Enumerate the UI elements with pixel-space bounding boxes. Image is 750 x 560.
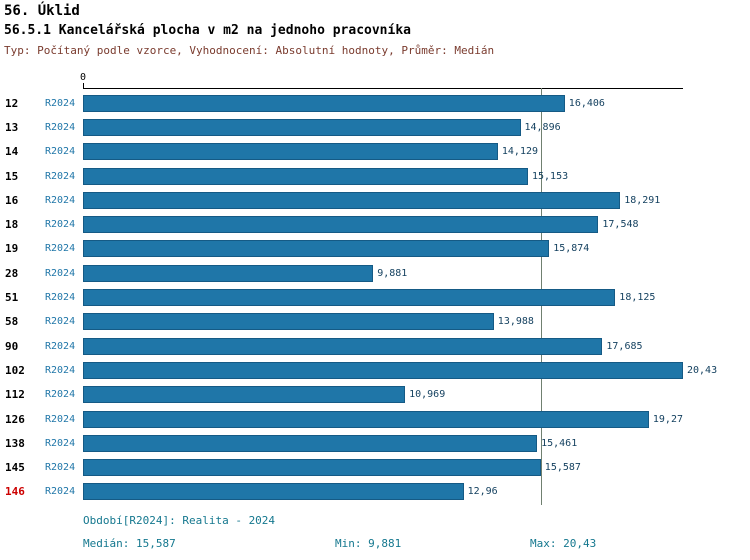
- axis-zero-tick: [83, 83, 84, 88]
- row-id-label: 102: [5, 363, 25, 377]
- chart-row: 58 R2024 13,988: [0, 310, 750, 334]
- chart-row: 14 R2024 14,129: [0, 140, 750, 164]
- series-label: R2024: [45, 170, 76, 182]
- row-id-label: 126: [5, 412, 25, 426]
- chart-row: 51 R2024 18,125: [0, 285, 750, 309]
- footer-min: Min: 9,881: [335, 537, 402, 550]
- chart-row: 15 R2024 15,153: [0, 164, 750, 188]
- series-label: R2024: [45, 486, 76, 498]
- row-id-label: 19: [5, 242, 19, 256]
- page-title: 56. Úklid: [4, 3, 80, 19]
- value-label: 18,125: [619, 292, 656, 304]
- value-bar: [83, 94, 565, 112]
- row-id-label: 90: [5, 339, 19, 353]
- value-bar: [83, 337, 603, 355]
- row-id-label: 28: [5, 266, 19, 280]
- row-id-label: 145: [5, 461, 25, 475]
- chart-row: 102 R2024 20,43: [0, 358, 750, 382]
- value-label: 18,291: [624, 194, 661, 206]
- value-label: 16,406: [568, 97, 605, 109]
- row-id-label: 58: [5, 315, 19, 329]
- series-label: R2024: [45, 194, 76, 206]
- chart-row: 19 R2024 15,874: [0, 237, 750, 261]
- series-label: R2024: [45, 462, 76, 474]
- value-bar: [83, 240, 550, 258]
- value-bar: [83, 118, 521, 136]
- series-label: R2024: [45, 219, 76, 231]
- value-label: 15,587: [544, 462, 581, 474]
- axis-zero-label: 0: [79, 72, 87, 83]
- series-label: R2024: [45, 146, 76, 158]
- value-label: 10,969: [409, 389, 446, 401]
- chart-row: 112 R2024 10,969: [0, 383, 750, 407]
- row-id-label: 138: [5, 436, 25, 450]
- series-label: R2024: [45, 267, 76, 279]
- chart-row: 146 R2024 12,96: [0, 480, 750, 504]
- value-label: 17,548: [602, 219, 639, 231]
- row-id-label: 14: [5, 145, 19, 159]
- footer-period: Období[R2024]: Realita - 2024: [83, 514, 276, 527]
- value-bar: [83, 410, 649, 428]
- chart-meta-line: Typ: Počítaný podle vzorce, Vyhodnocení:…: [4, 44, 495, 57]
- row-id-label: 112: [5, 388, 25, 402]
- value-bar: [83, 386, 406, 404]
- chart-row: 18 R2024 17,548: [0, 212, 750, 236]
- value-bar: [83, 143, 498, 161]
- value-label: 14,896: [524, 121, 561, 133]
- value-label: 15,874: [553, 243, 590, 255]
- row-id-label: 146: [5, 485, 25, 499]
- value-label: 12,96: [467, 486, 498, 498]
- value-bar: [83, 313, 494, 331]
- chart-row: 12 R2024 16,406: [0, 91, 750, 115]
- value-label: 13,988: [497, 316, 534, 328]
- row-id-label: 51: [5, 291, 19, 305]
- value-label: 17,685: [606, 340, 643, 352]
- row-id-label: 18: [5, 218, 19, 232]
- series-label: R2024: [45, 364, 76, 376]
- bar-chart-rows: 12 R2024 16,406 13 R2024 14,896 14 R2024 14,129 1…: [0, 91, 750, 504]
- value-label: 15,461: [541, 437, 578, 449]
- series-label: R2024: [45, 389, 76, 401]
- chart-row: 90 R2024 17,685: [0, 334, 750, 358]
- value-bar: [83, 434, 538, 452]
- chart-row: 16 R2024 18,291: [0, 188, 750, 212]
- series-label: R2024: [45, 316, 76, 328]
- value-bar: [83, 459, 541, 477]
- value-label: 20,43: [687, 364, 718, 376]
- value-label: 9,881: [377, 267, 408, 279]
- value-label: 14,129: [501, 146, 539, 158]
- top-axis-line: [83, 88, 683, 89]
- series-label: R2024: [45, 340, 76, 352]
- value-bar: [83, 167, 528, 185]
- value-bar: [83, 483, 464, 501]
- series-label: R2024: [45, 413, 76, 425]
- value-label: 15,153: [532, 170, 569, 182]
- series-label: R2024: [45, 97, 76, 109]
- footer-median: Medián: 15,587: [83, 537, 176, 550]
- chart-subtitle: 56.5.1 Kancelářská plocha v m2 na jednoh…: [4, 23, 411, 38]
- footer-max: Max: 20,43: [530, 537, 597, 550]
- series-label: R2024: [45, 243, 76, 255]
- value-label: 19,27: [652, 413, 683, 425]
- row-id-label: 15: [5, 169, 19, 183]
- row-id-label: 13: [5, 120, 19, 134]
- chart-row: 138 R2024 15,461: [0, 431, 750, 455]
- chart-row: 28 R2024 9,881: [0, 261, 750, 285]
- series-label: R2024: [45, 292, 76, 304]
- chart-row: 145 R2024 15,587: [0, 455, 750, 479]
- value-bar: [83, 289, 616, 307]
- chart-row: 13 R2024 14,896: [0, 115, 750, 139]
- value-bar: [83, 191, 621, 209]
- value-bar: [83, 216, 599, 234]
- value-bar: [83, 264, 374, 282]
- value-bar: [83, 361, 683, 379]
- series-label: R2024: [45, 437, 76, 449]
- series-label: R2024: [45, 121, 76, 133]
- row-id-label: 16: [5, 193, 19, 207]
- row-id-label: 12: [5, 96, 19, 110]
- chart-row: 126 R2024 19,27: [0, 407, 750, 431]
